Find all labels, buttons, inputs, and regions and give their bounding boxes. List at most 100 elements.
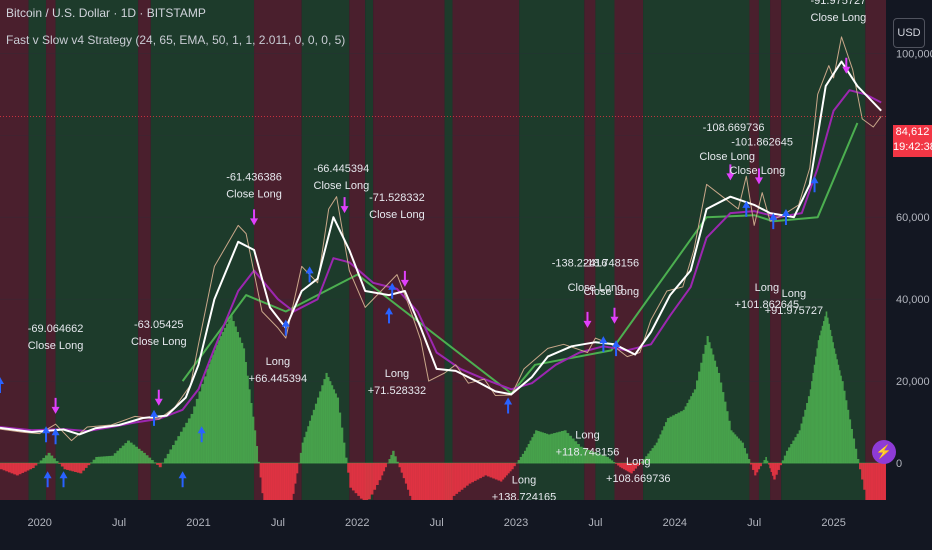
histogram-bar xyxy=(708,342,711,464)
histogram-bar xyxy=(865,463,868,500)
symbol-title[interactable]: Bitcoin / U.S. Dollar · 1D · BITSTAMP xyxy=(6,6,206,20)
histogram-bar xyxy=(693,389,697,464)
histogram-bar xyxy=(806,403,809,464)
time-axis-bg xyxy=(0,500,932,550)
histogram-bar xyxy=(811,381,813,464)
histogram-bar xyxy=(700,362,703,464)
time-axis: 2020 Jul 2021 Jul 2022 Jul 2023 Jul 2024 Jul 2025 xyxy=(0,500,932,550)
histogram-bar xyxy=(153,462,157,464)
histogram-bar xyxy=(411,463,414,503)
histogram-bar xyxy=(734,434,737,464)
histogram-bar xyxy=(244,362,247,464)
trade-label: Long +71.528332 xyxy=(368,368,426,397)
lightning-icon[interactable]: ⚡ xyxy=(872,440,896,464)
histogram-bar xyxy=(269,463,272,535)
histogram-bar xyxy=(319,391,322,464)
histogram-bar xyxy=(174,440,178,464)
histogram-bar xyxy=(190,413,194,464)
histogram-bar xyxy=(23,463,27,472)
regime-band-short xyxy=(584,0,596,500)
histogram-bar xyxy=(327,377,330,464)
histogram-bar xyxy=(632,463,635,471)
trade-label-line: Long xyxy=(575,430,599,442)
price-tick-label: 60,000 xyxy=(896,212,930,224)
regime-band-short xyxy=(865,0,886,500)
histogram-bar xyxy=(26,463,30,471)
histogram-bar xyxy=(830,336,833,464)
histogram-bar xyxy=(829,329,832,464)
histogram-bar xyxy=(7,463,11,473)
close-exit-arrow xyxy=(754,168,763,185)
histogram-bar xyxy=(310,415,314,464)
histogram-bar xyxy=(640,461,644,464)
regime-band-short xyxy=(770,0,782,500)
histogram-bar xyxy=(615,463,618,464)
histogram-bar xyxy=(507,463,510,474)
regime-band-short xyxy=(138,0,151,500)
histogram-bar xyxy=(127,440,130,464)
histogram-bar xyxy=(686,403,689,464)
trade-label-line: -69.064662 xyxy=(28,323,84,335)
histogram-bar xyxy=(370,463,374,495)
histogram-bar xyxy=(645,456,648,464)
bar-countdown: 19:42:38 xyxy=(893,141,932,153)
histogram-bar xyxy=(116,450,120,464)
histogram-bar xyxy=(195,398,199,464)
histogram-bar xyxy=(228,319,231,464)
long-entry-arrow xyxy=(281,319,290,336)
trade-label-line: Close Long xyxy=(369,209,425,221)
histogram-bar xyxy=(323,379,326,464)
histogram-bar xyxy=(688,399,691,464)
histogram-bar xyxy=(647,453,650,464)
histogram-bar xyxy=(71,463,75,472)
histogram-bar xyxy=(807,396,811,464)
histogram-bar xyxy=(47,452,51,464)
strategy-title[interactable]: Fast v Slow v4 Strategy (24, 65, EMA, 50… xyxy=(6,33,346,47)
histogram-bar xyxy=(290,463,293,505)
regime-band-short xyxy=(0,0,29,500)
trade-label: -66.445394 Close Long xyxy=(314,163,370,192)
histogram-bar xyxy=(242,348,246,464)
histogram-bar xyxy=(587,449,591,464)
histogram-bar xyxy=(558,431,562,464)
trade-label: -108.669736 xyxy=(703,122,765,134)
histogram-bar xyxy=(735,436,739,464)
histogram-bar xyxy=(817,340,820,464)
histogram-bar xyxy=(677,412,681,464)
histogram-bar xyxy=(717,372,721,464)
histogram-bar xyxy=(527,443,530,464)
histogram-bar xyxy=(777,463,780,470)
histogram-bar xyxy=(545,433,549,464)
histogram-bar xyxy=(113,453,117,464)
histogram-bar xyxy=(294,463,297,484)
currency-button[interactable]: USD xyxy=(893,18,925,48)
histogram-bar xyxy=(517,460,521,464)
histogram-bar xyxy=(119,448,123,464)
histogram-bar xyxy=(665,422,668,464)
histogram-bar xyxy=(150,460,154,464)
histogram-bar xyxy=(752,463,755,470)
long-entry-arrow xyxy=(612,340,621,357)
histogram-bar xyxy=(351,463,355,491)
histogram-bar xyxy=(354,463,358,494)
histogram-bar xyxy=(365,463,369,505)
histogram-bar xyxy=(872,463,875,511)
histogram-bar xyxy=(574,441,578,464)
histogram-bar xyxy=(749,463,753,465)
histogram-bar xyxy=(74,463,78,472)
histogram-bar xyxy=(519,456,523,464)
histogram-bar xyxy=(5,463,9,472)
time-tick-label: 2022 xyxy=(345,517,369,529)
histogram-bar xyxy=(706,336,709,464)
histogram-bar xyxy=(55,461,59,464)
trade-label: Close Long xyxy=(730,165,786,177)
histogram-bar xyxy=(169,449,173,464)
histogram-bar xyxy=(254,430,257,464)
histogram-bar xyxy=(87,463,91,466)
histogram-bar xyxy=(145,455,149,464)
trade-label-line: -101.862645 xyxy=(731,136,793,148)
histogram-bar xyxy=(657,438,660,464)
histogram-bar xyxy=(796,433,799,464)
